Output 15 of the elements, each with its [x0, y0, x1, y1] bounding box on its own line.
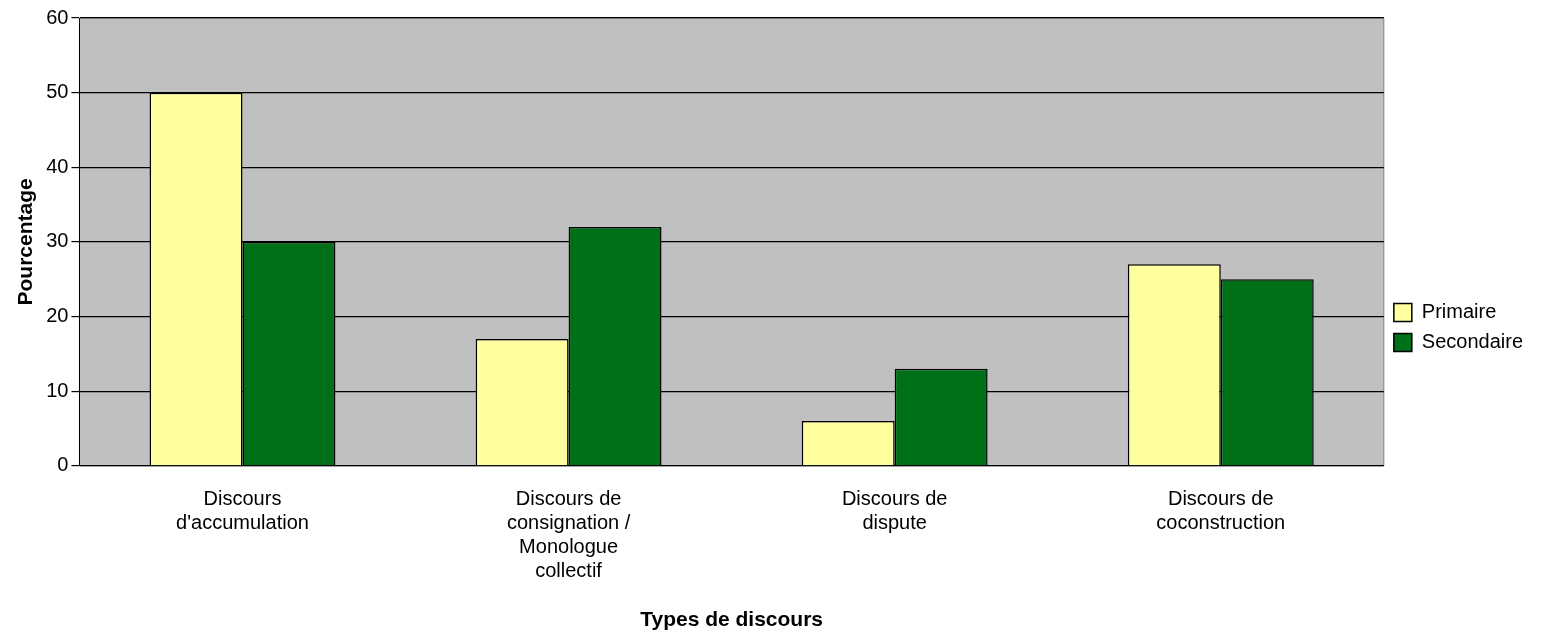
x-tick-label: Discours de coconstruction — [1156, 487, 1286, 534]
y-axis-title: Pourcentage — [13, 178, 37, 306]
legend-label: Primaire — [1421, 300, 1497, 323]
x-tick-label: Discours de dispute — [841, 487, 948, 534]
y-tick-label: 30 — [46, 229, 69, 252]
y-tick-label: 50 — [46, 80, 69, 103]
x-tick-label: Discours de consignation / Monologue collectif — [506, 487, 631, 582]
y-tick-label: 10 — [46, 378, 69, 401]
legend-label: Secondaire — [1421, 330, 1524, 353]
y-tick-label: 40 — [46, 154, 69, 177]
y-tick-label: 20 — [46, 304, 69, 327]
y-tick-label: 60 — [46, 5, 69, 28]
x-axis-title: Types de discours — [640, 607, 824, 631]
y-tick-label: 0 — [57, 453, 69, 476]
x-tick-label: Discours d'accumulation — [176, 487, 309, 534]
